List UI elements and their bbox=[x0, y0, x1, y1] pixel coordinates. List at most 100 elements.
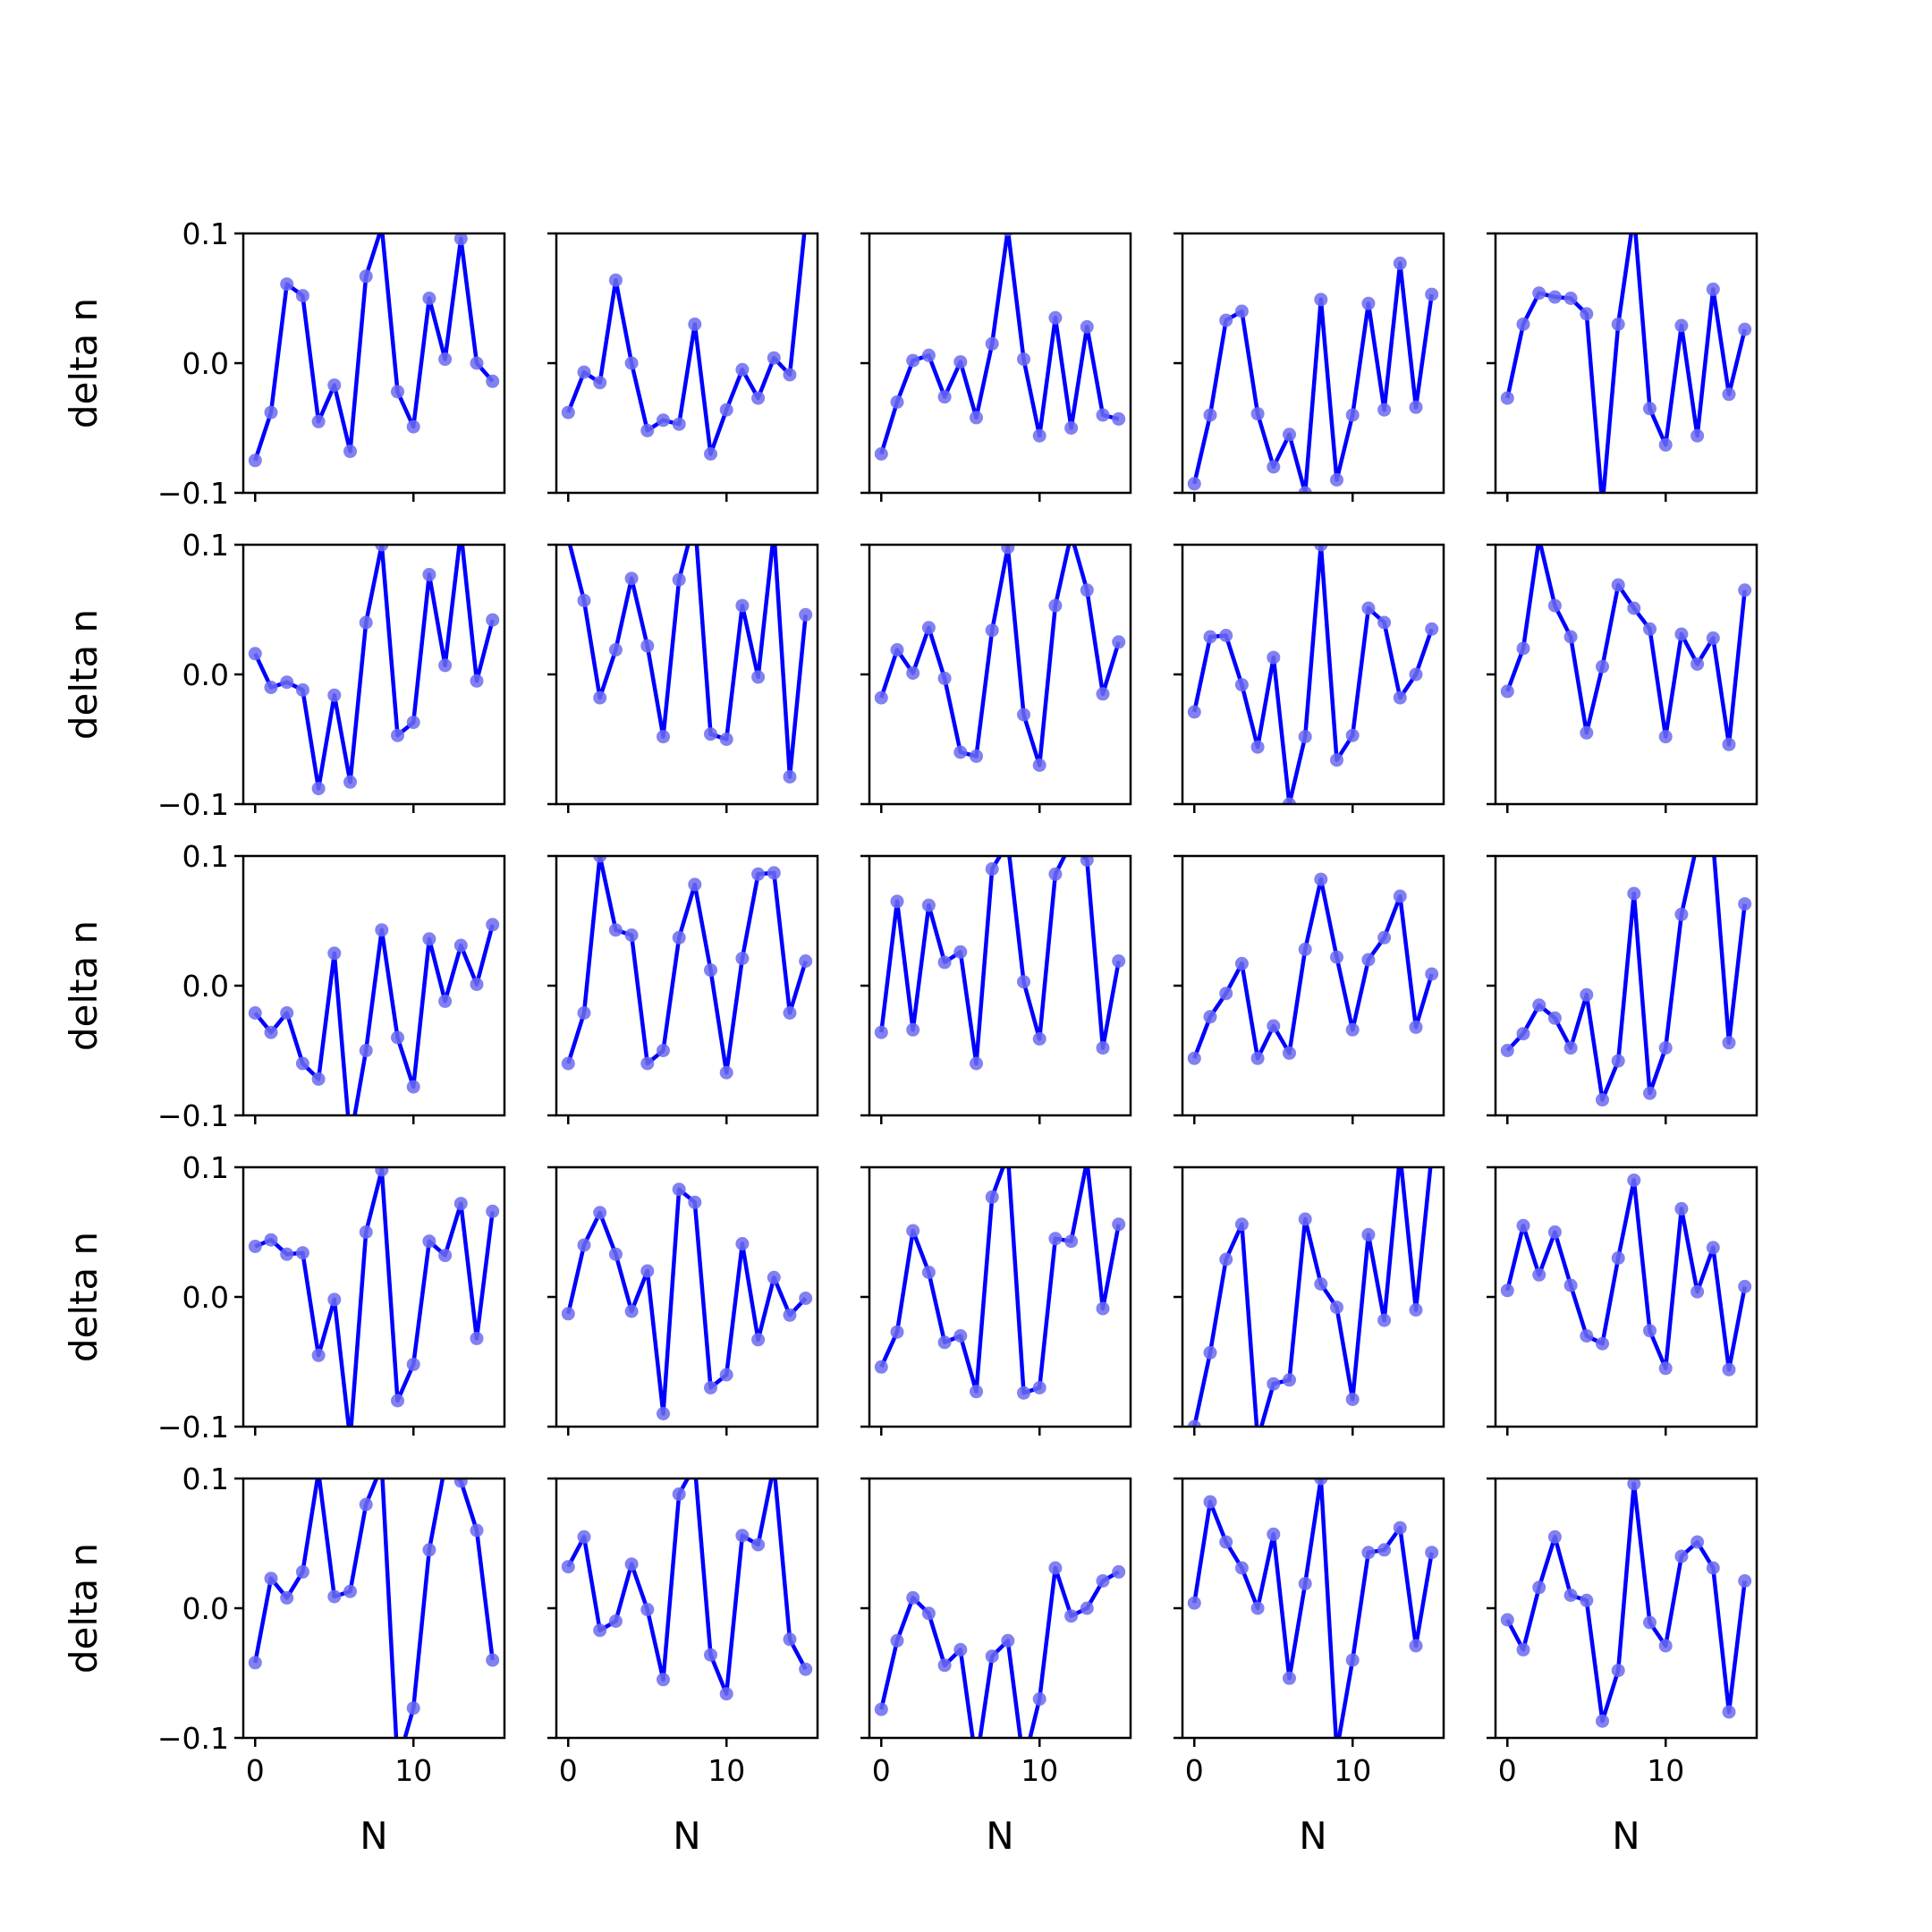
data-point bbox=[640, 1603, 655, 1616]
data-point bbox=[359, 269, 373, 284]
data-point bbox=[874, 1025, 888, 1039]
series-line bbox=[566, 1479, 808, 1696]
data-point bbox=[1377, 1313, 1392, 1327]
plot-area bbox=[1187, 545, 1439, 804]
data-point bbox=[280, 277, 294, 292]
data-point bbox=[327, 378, 342, 393]
data-point bbox=[1611, 1054, 1625, 1068]
data-point bbox=[1738, 583, 1752, 597]
data-point bbox=[1547, 1530, 1562, 1544]
data-point bbox=[672, 572, 686, 587]
data-point bbox=[1032, 1381, 1046, 1394]
data-point bbox=[985, 1190, 999, 1204]
plot-area bbox=[561, 233, 807, 461]
data-point bbox=[1203, 1495, 1217, 1509]
data-point bbox=[874, 447, 888, 461]
y-axis-label: delta n bbox=[62, 1232, 106, 1362]
data-point bbox=[406, 419, 420, 434]
data-point bbox=[1283, 1373, 1296, 1387]
y-tick-label: 0.1 bbox=[182, 839, 229, 874]
data-point bbox=[264, 1572, 278, 1586]
data-point bbox=[921, 1606, 936, 1621]
subplot: −0.1 0.0 0.1 delta n bbox=[62, 1150, 506, 1445]
data-point bbox=[1643, 1615, 1657, 1630]
data-point bbox=[906, 1590, 920, 1605]
data-point bbox=[248, 1240, 262, 1253]
data-point bbox=[343, 1584, 357, 1598]
data-point bbox=[1627, 601, 1641, 615]
data-point bbox=[1674, 318, 1689, 333]
data-point bbox=[1096, 1301, 1110, 1316]
data-point bbox=[672, 417, 686, 431]
data-point bbox=[406, 1080, 420, 1094]
subplot bbox=[1174, 543, 1445, 813]
data-point bbox=[593, 1623, 607, 1638]
data-point bbox=[470, 674, 484, 688]
data-point bbox=[767, 866, 781, 880]
data-point bbox=[1017, 975, 1030, 989]
data-point bbox=[422, 1234, 436, 1249]
data-point bbox=[719, 733, 733, 746]
data-point bbox=[577, 1238, 591, 1252]
data-point bbox=[1234, 1217, 1249, 1232]
y-tick-label: −0.1 bbox=[157, 1721, 229, 1756]
data-point bbox=[1409, 667, 1423, 682]
data-point bbox=[1219, 1252, 1233, 1267]
data-point bbox=[608, 1247, 623, 1261]
data-point bbox=[1547, 290, 1562, 304]
data-point bbox=[422, 292, 436, 305]
data-point bbox=[561, 1056, 575, 1071]
subplot: −0.1 0.0 0.1 delta n bbox=[62, 216, 506, 511]
data-point bbox=[1017, 352, 1030, 367]
y-tick-label: 0.0 bbox=[182, 969, 229, 1004]
data-point bbox=[1001, 1633, 1015, 1648]
data-point bbox=[1563, 1589, 1578, 1602]
data-point bbox=[280, 1006, 294, 1020]
data-point bbox=[1722, 1362, 1736, 1377]
data-point bbox=[311, 782, 326, 796]
data-point bbox=[1032, 758, 1046, 772]
subplot bbox=[1487, 854, 1758, 1124]
data-point bbox=[906, 666, 920, 680]
data-point bbox=[1425, 287, 1439, 301]
data-point bbox=[391, 728, 404, 742]
data-point bbox=[1112, 954, 1126, 968]
data-point bbox=[1203, 1010, 1217, 1024]
data-point bbox=[799, 607, 813, 622]
data-point bbox=[1330, 1301, 1343, 1315]
data-point bbox=[577, 1530, 591, 1544]
plot-area bbox=[248, 1167, 500, 1427]
data-point bbox=[921, 1266, 936, 1279]
data-point bbox=[1706, 282, 1720, 296]
data-point bbox=[1096, 1041, 1110, 1055]
subplot: 0 10N bbox=[860, 1477, 1132, 1858]
subplot bbox=[1487, 1165, 1758, 1436]
data-point bbox=[1361, 1546, 1376, 1560]
data-point bbox=[1017, 1385, 1030, 1400]
data-point bbox=[561, 1560, 575, 1574]
data-point bbox=[1048, 598, 1063, 613]
data-point bbox=[624, 572, 639, 586]
data-point bbox=[921, 621, 936, 635]
data-point bbox=[890, 894, 904, 909]
plot-area bbox=[1500, 856, 1752, 1107]
data-point bbox=[1377, 930, 1392, 945]
data-point bbox=[953, 745, 968, 759]
data-point bbox=[657, 730, 670, 744]
y-tick-label: −0.1 bbox=[157, 1410, 229, 1445]
data-point bbox=[1345, 1393, 1360, 1406]
data-point bbox=[1516, 1642, 1530, 1657]
data-point bbox=[608, 273, 623, 287]
y-axis-label: delta n bbox=[62, 609, 106, 740]
y-tick-label: 0.1 bbox=[182, 1150, 229, 1185]
data-point bbox=[1330, 950, 1343, 964]
data-point bbox=[1187, 705, 1201, 719]
data-point bbox=[1516, 641, 1530, 656]
data-point bbox=[751, 1333, 766, 1347]
data-point bbox=[391, 1394, 404, 1408]
data-point bbox=[453, 233, 468, 246]
data-point bbox=[1532, 1580, 1546, 1595]
data-point bbox=[327, 688, 342, 702]
data-point bbox=[1409, 400, 1423, 414]
x-axis-label: N bbox=[673, 1814, 700, 1858]
